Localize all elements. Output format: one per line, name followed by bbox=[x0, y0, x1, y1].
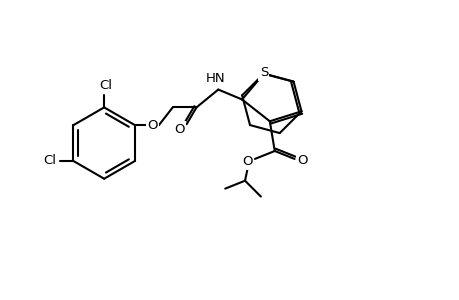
Text: S: S bbox=[259, 66, 268, 79]
Text: Cl: Cl bbox=[43, 154, 56, 167]
Text: HN: HN bbox=[205, 72, 224, 85]
Text: O: O bbox=[297, 154, 307, 167]
Text: O: O bbox=[147, 119, 158, 132]
Text: Cl: Cl bbox=[100, 79, 112, 92]
Text: O: O bbox=[241, 155, 252, 168]
Text: O: O bbox=[174, 123, 185, 136]
